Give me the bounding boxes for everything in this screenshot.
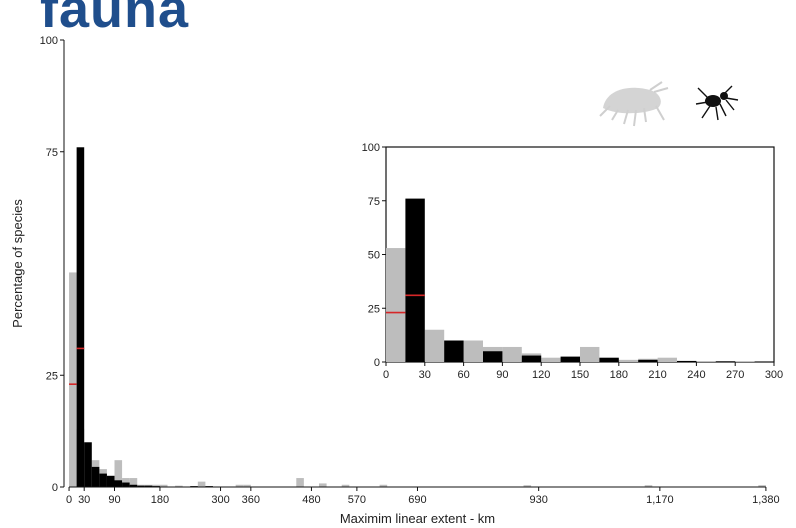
inset-y-tick-label: 0 — [374, 357, 380, 369]
inset-bar — [483, 351, 503, 362]
inset-chart: 0 25 50 75 100 0 30 60 90 120 150 180 210 240 270 300 — [362, 142, 784, 381]
inset-bar — [638, 359, 658, 362]
inset-bar — [677, 360, 697, 362]
main-bar — [159, 484, 168, 487]
main-bar — [84, 442, 92, 487]
inset-x-tick-label: 150 — [571, 369, 589, 381]
inset-bar — [405, 198, 425, 362]
main-bar — [76, 147, 85, 487]
inset-x-tick-label: 240 — [687, 369, 705, 381]
inset-x-tick-label: 180 — [610, 369, 628, 381]
main-bar — [129, 484, 138, 487]
inset-bar — [580, 346, 600, 362]
main-bar — [114, 480, 123, 487]
inset-bar — [541, 357, 561, 362]
inset-x-tick-label: 30 — [419, 369, 431, 381]
main-x-tick-label: 180 — [151, 494, 169, 506]
main-x-axis-label: Maximim linear extent - km — [340, 511, 495, 526]
main-bar — [523, 485, 532, 487]
inset-x-tick-label: 210 — [648, 369, 666, 381]
main-bar — [319, 483, 327, 487]
main-x-tick-label: 360 — [242, 494, 260, 506]
main-bar — [644, 485, 653, 487]
main-y-tick-label: 100 — [40, 35, 58, 47]
main-bar — [99, 473, 107, 487]
inset-frame — [385, 146, 775, 363]
main-x-tick-label: 300 — [211, 494, 229, 506]
main-bar — [152, 484, 160, 487]
inset-bar — [618, 359, 639, 362]
inset-bar — [599, 357, 619, 362]
inset-x-tick-label: 270 — [726, 369, 744, 381]
main-x-tick-label: 480 — [302, 494, 320, 506]
inset-bar — [696, 361, 716, 362]
main-y-tick-label: 75 — [46, 147, 58, 159]
inset-x-tick-label: 120 — [532, 369, 550, 381]
main-bar — [175, 485, 183, 487]
main-bar — [137, 485, 145, 487]
main-bar — [341, 484, 350, 487]
main-x-tick-label: 570 — [348, 494, 366, 506]
main-bar — [129, 478, 138, 487]
main-bar — [379, 484, 388, 487]
main-bar — [69, 272, 77, 487]
inset-bar — [657, 357, 677, 362]
inset-x-tick-label: 300 — [765, 369, 783, 381]
main-y-axis-label: Percentage of species — [10, 199, 25, 328]
spider-icon — [695, 85, 739, 121]
slide-title: fauna — [40, 0, 190, 39]
inset-bar — [715, 361, 736, 362]
inset-bar — [444, 340, 464, 362]
inset-bar — [424, 329, 445, 362]
main-x-tick-label: 690 — [408, 494, 426, 506]
main-bar — [243, 484, 251, 487]
inset-y-tick-label: 50 — [368, 250, 380, 262]
main-bar — [91, 466, 100, 487]
main-bar — [758, 485, 766, 487]
inset-bar — [386, 248, 406, 362]
inset-bar — [502, 346, 522, 362]
main-bar — [197, 481, 206, 487]
main-x-tick-label: 30 — [78, 494, 90, 506]
inset-bar — [735, 361, 755, 362]
inset-x-tick-label: 60 — [457, 369, 469, 381]
inset-x-tick-label: 90 — [496, 369, 508, 381]
main-bar — [114, 460, 123, 487]
main-x-tick-label: 90 — [108, 494, 120, 506]
main-x-tick-label: 1,380 — [752, 494, 780, 506]
inset-y-tick-label: 25 — [368, 303, 380, 315]
main-y-tick-label: 25 — [46, 370, 58, 382]
main-x-tick-label: 0 — [66, 494, 72, 506]
inset-bar — [521, 355, 542, 362]
main-bar — [122, 482, 130, 487]
amphipod-icon — [599, 81, 669, 127]
inset-bar — [463, 340, 483, 362]
main-y-tick-label: 0 — [52, 482, 58, 494]
main-bar — [235, 484, 244, 487]
inset-y-tick-label: 75 — [368, 196, 380, 208]
inset-y-tick-label: 100 — [362, 142, 380, 154]
inset-x-tick-label: 0 — [383, 369, 389, 381]
main-x-tick-label: 1,170 — [646, 494, 674, 506]
main-x-tick-label: 930 — [529, 494, 547, 506]
inset-bar — [560, 356, 580, 362]
main-bar — [106, 475, 115, 487]
main-bar — [296, 478, 304, 487]
main-bar — [144, 485, 153, 487]
